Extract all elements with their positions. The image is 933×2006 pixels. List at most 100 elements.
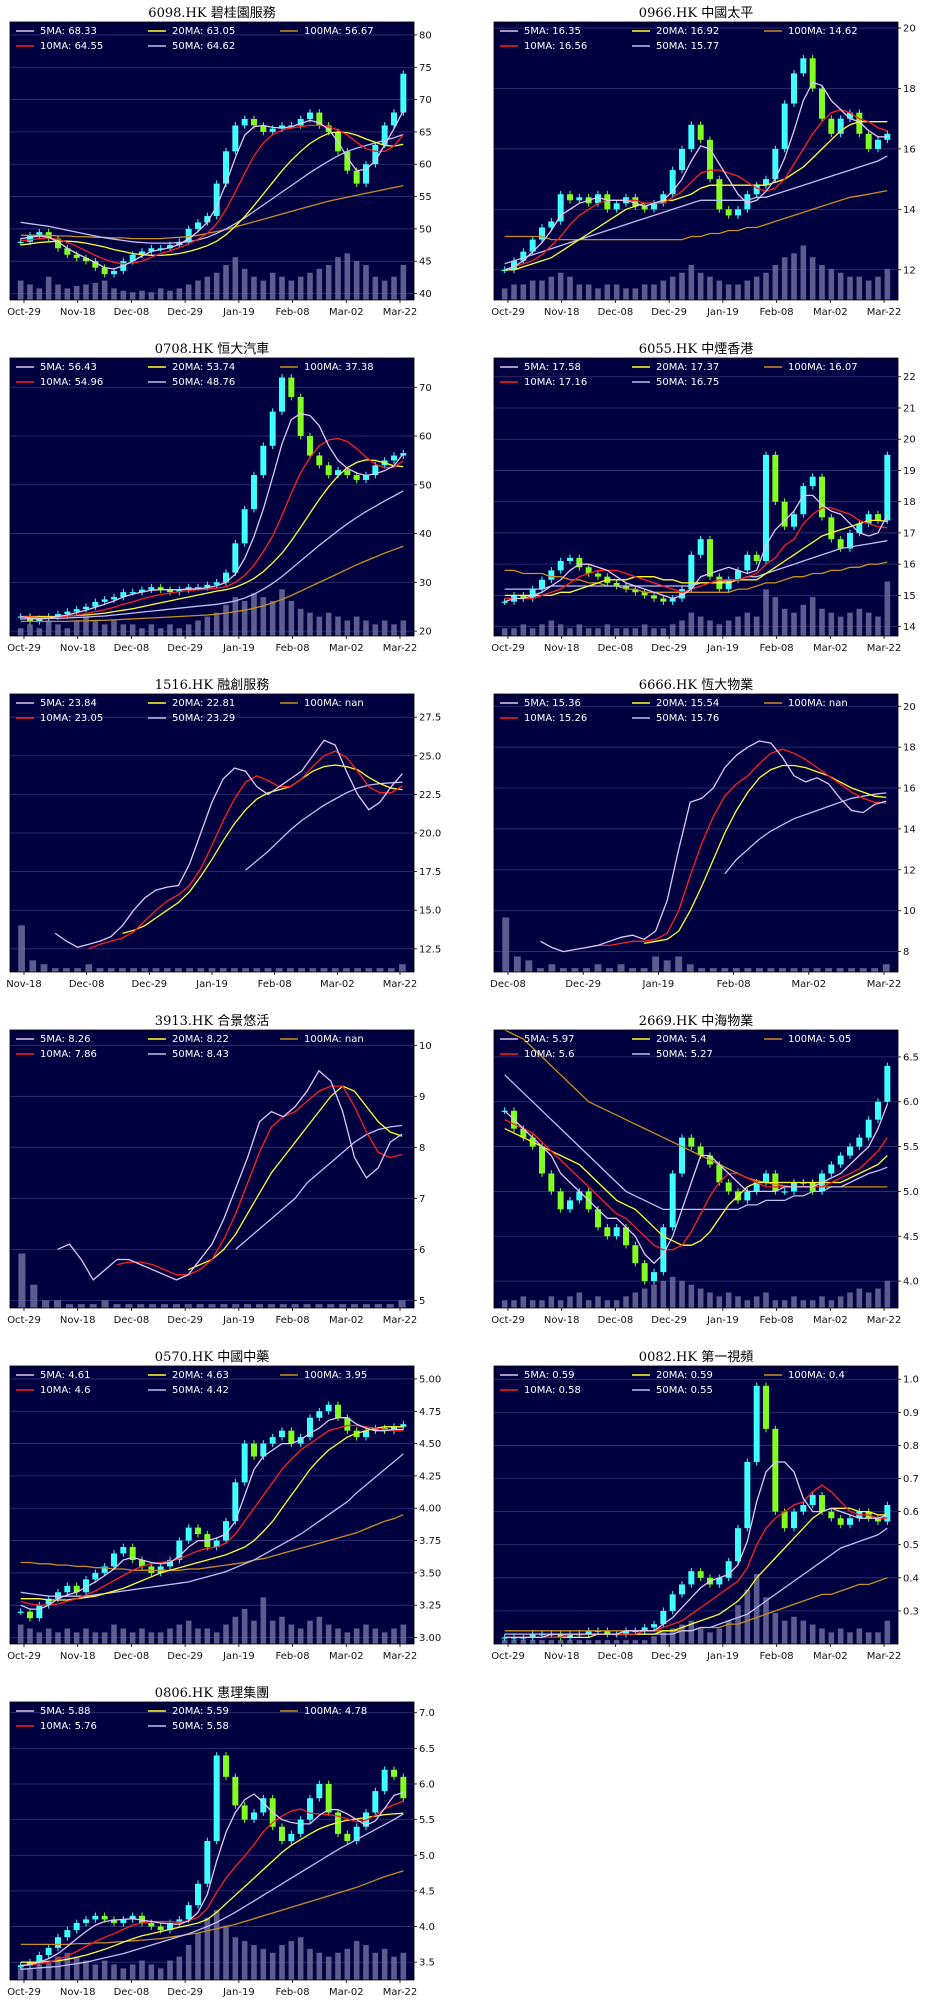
- ma5-line: [20, 1791, 404, 1967]
- volume-bar: [697, 1628, 704, 1644]
- candle-body: [660, 194, 667, 204]
- candle-body: [157, 1926, 164, 1931]
- volume-bar: [64, 1628, 71, 1644]
- candle-body: [363, 164, 369, 184]
- volume-bar: [669, 624, 676, 636]
- volume-bar: [576, 284, 583, 300]
- ma10-line: [20, 1424, 404, 1606]
- candle-body: [520, 251, 527, 261]
- x-tick-label: Jan-19: [222, 1987, 255, 1998]
- x-tick-label: Mar-02: [329, 1987, 364, 1998]
- candle-body: [753, 185, 760, 195]
- volume-bar: [287, 968, 294, 972]
- volume-bar: [353, 261, 360, 300]
- volume-bar: [669, 276, 676, 300]
- volume-bar: [139, 628, 145, 636]
- volume-bar: [96, 968, 104, 972]
- candle-body: [260, 1798, 267, 1813]
- volume-bar: [875, 616, 881, 636]
- volume-bar: [539, 1300, 545, 1308]
- legend-label: 10MA: 54.96: [40, 377, 103, 388]
- volume-bar: [660, 280, 667, 300]
- volume-bar: [129, 1964, 136, 1980]
- volume-bar: [884, 268, 891, 300]
- candle-body: [185, 1905, 192, 1920]
- volume-bar: [660, 628, 667, 636]
- volume-bar: [716, 1296, 723, 1308]
- y-tick-label: 20: [419, 627, 432, 638]
- ma10-line: [20, 1800, 404, 1967]
- candle-body: [139, 1559, 145, 1567]
- candle-body: [669, 1173, 676, 1228]
- candle-body: [391, 112, 397, 126]
- volume-bar: [372, 624, 379, 636]
- chart-svg: 0.3 0.4 0.5 0.6 0.7 0.8 0.9 1.0 Oct-29 Nov-18 Dec-…: [491, 1365, 919, 1662]
- volume-bar: [92, 1632, 99, 1644]
- volume-bar: [130, 968, 137, 972]
- y-tick-label: 6: [419, 1245, 425, 1256]
- volume-bar: [501, 1300, 508, 1308]
- volume-bar: [195, 1628, 201, 1644]
- volume-bar: [400, 1952, 407, 1980]
- candle-body: [781, 1191, 788, 1193]
- candle-body: [83, 1919, 89, 1923]
- legend-label: 20MA: 4.63: [172, 1370, 229, 1381]
- x-tick-label: Oct-29: [7, 1315, 41, 1326]
- chart-svg: 20 30 40 50 60 70 Oct-29 Nov-18 Dec-08 Dec-29 Jan-…: [7, 357, 432, 654]
- candle-body: [669, 170, 676, 195]
- volume-bar: [241, 268, 248, 300]
- candle-body: [501, 269, 508, 271]
- y-tick-label: 40: [419, 529, 432, 540]
- candle-body: [73, 254, 80, 258]
- candle-body: [204, 215, 211, 223]
- x-tick-label: Mar-22: [383, 979, 418, 990]
- volume-bar: [64, 288, 71, 300]
- candle-body: [372, 144, 379, 165]
- candle-body: [288, 377, 295, 398]
- volume-bar: [557, 1640, 564, 1644]
- volume-bar: [871, 968, 879, 972]
- x-tick-label: Dec-08: [598, 1651, 634, 1662]
- volume-bar: [157, 1968, 164, 1980]
- y-tick-label: 50: [419, 224, 432, 235]
- candle-body: [92, 601, 99, 607]
- volume-bar: [856, 276, 863, 300]
- volume-bar: [837, 1296, 844, 1308]
- x-tick-label: Jan-19: [706, 307, 739, 318]
- candle-body: [232, 1776, 239, 1806]
- x-tick-label: Dec-08: [114, 1651, 150, 1662]
- volume-bar: [502, 917, 510, 972]
- candle-body: [828, 517, 835, 540]
- candle-body: [36, 232, 43, 236]
- ma50-line: [20, 133, 404, 244]
- y-tick-label: 0.3: [903, 1606, 919, 1617]
- volume-bar: [381, 1632, 388, 1644]
- candle-body: [269, 411, 276, 446]
- candle-body: [623, 586, 629, 590]
- volume-bar: [149, 1304, 157, 1308]
- volume-bar: [307, 272, 313, 300]
- y-tick-label: 21: [903, 403, 916, 414]
- candle-body: [828, 1164, 835, 1174]
- x-tick-label: Nov-18: [60, 307, 96, 318]
- chart-svg: 4.0 4.5 5.0 5.5 6.0 6.5 Oct-29 Nov-18 Dec-08 Dec-…: [491, 1029, 919, 1326]
- candle-body: [241, 509, 248, 544]
- volume-bar: [767, 968, 775, 972]
- volume-bar: [185, 1620, 192, 1644]
- candle-body: [279, 1826, 285, 1841]
- volume-bar: [585, 284, 592, 300]
- volume-bar: [697, 616, 704, 636]
- candle-body: [344, 151, 351, 171]
- volume-bar: [400, 620, 407, 636]
- candle-body: [548, 570, 555, 580]
- volume-bar: [45, 620, 52, 636]
- volume-bar: [583, 968, 590, 972]
- candle-body: [83, 606, 89, 610]
- volume-bar: [641, 624, 648, 636]
- volume-bar: [40, 964, 48, 972]
- y-tick-label: 0.8: [903, 1441, 919, 1452]
- y-tick-label: 20: [903, 24, 916, 35]
- candle-body: [651, 595, 657, 599]
- candle-body: [697, 1571, 704, 1578]
- volume-bar: [30, 1284, 38, 1308]
